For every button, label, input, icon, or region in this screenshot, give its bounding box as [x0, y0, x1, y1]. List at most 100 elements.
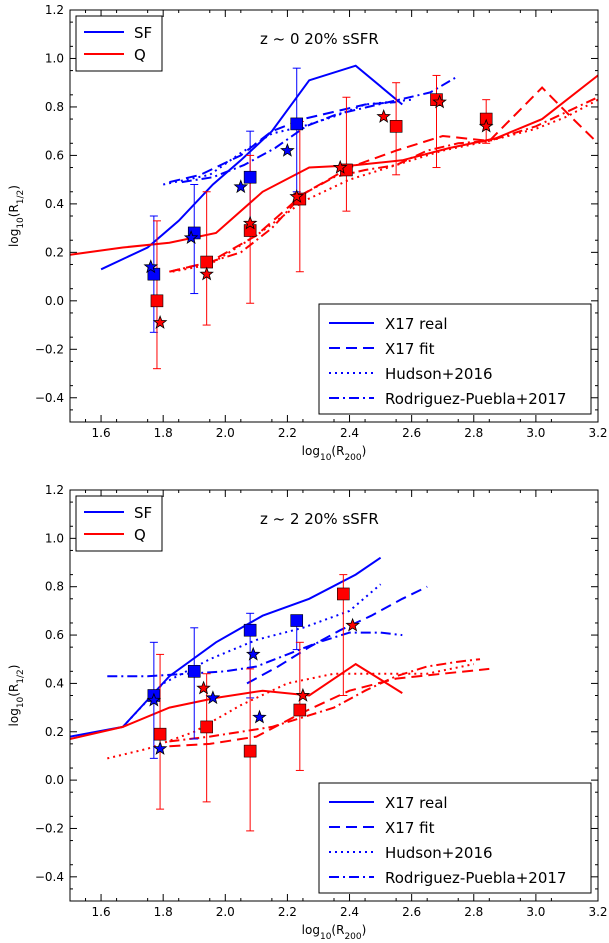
y-tick-label: 0.6 [45, 148, 64, 162]
data-point-star-sf [245, 646, 261, 661]
series-line-q-solid [70, 74, 598, 256]
legend-label-model: X17 real [385, 794, 448, 812]
x-tick-label: 2.0 [216, 426, 235, 440]
data-point-star-q [332, 159, 348, 174]
axes-frame [69, 9, 599, 423]
data-point-star-q [152, 314, 168, 329]
x-tick-label: 2.4 [340, 426, 359, 440]
data-point-square-q [200, 720, 213, 734]
y-tick-label: 0.4 [45, 676, 64, 690]
x-tick-label: 2.4 [340, 905, 359, 919]
legend-label-q: Q [134, 526, 146, 544]
x-tick-label: 1.8 [154, 905, 173, 919]
x-tick-label: 1.8 [154, 426, 173, 440]
data-point-star-sf [252, 709, 267, 724]
x-axis-label: log10(R200) [302, 923, 367, 942]
y-tick-label: 0.6 [45, 628, 64, 642]
data-point-square-sf [290, 117, 304, 131]
legend-label-model: Hudson+2016 [385, 365, 493, 383]
data-point-star-q [478, 118, 494, 133]
y-tick-label: 0.8 [45, 100, 64, 114]
x-tick-label: 3.2 [588, 426, 607, 440]
data-point-square-sf [243, 170, 257, 184]
y-tick-label: 0.0 [45, 773, 64, 787]
series-line-sf-dashdot [107, 631, 403, 678]
series-line-sf-dotted [162, 98, 412, 186]
data-point-star-sf [233, 179, 249, 194]
series-line-sf-solid [100, 64, 403, 271]
x-tick-label: 2.2 [278, 426, 297, 440]
legend-models: X17 real X17 fit Hudson+2016 Rodriguez-Pueb… [318, 782, 592, 894]
series-line-sf-solid [70, 556, 382, 738]
x-tick-label: 2.6 [402, 426, 421, 440]
y-tick-label: 0.2 [45, 725, 64, 739]
data-point-square-q [243, 744, 257, 758]
x-tick-label: 2.8 [464, 905, 483, 919]
x-tick-label: 3.0 [526, 905, 545, 919]
data-point-star-sf [146, 692, 162, 707]
data-point-star-q [432, 94, 447, 109]
x-tick-label: 2.2 [278, 905, 297, 919]
data-point-star-sf [152, 741, 168, 755]
data-point-square-q [200, 255, 213, 269]
y-tick-label: 0.2 [45, 245, 64, 259]
legend-label-q: Q [134, 46, 146, 64]
data-point-square-q [153, 727, 167, 741]
y-tick-label: 1.0 [45, 51, 64, 65]
x-tick-label: 2.8 [464, 426, 483, 440]
legend-label-model: Rodriguez-Puebla+2017 [385, 390, 566, 408]
data-point-square-q [337, 587, 350, 601]
data-point-star-sf [143, 259, 159, 274]
data-point-star-q [376, 108, 391, 123]
legend-label-model: X17 fit [385, 819, 435, 837]
data-point-star-q [242, 215, 258, 230]
legend-models: X17 real X17 fit Hudson+2016 Rodriguez-Pueb… [318, 303, 592, 415]
y-tick-label: −0.2 [35, 821, 64, 835]
y-tick-label: 0.4 [45, 197, 64, 211]
y-tick-label: 1.0 [45, 531, 64, 545]
axes-frame [69, 489, 599, 902]
data-point-star-sf [183, 230, 199, 245]
series-line-q-solid [70, 662, 403, 740]
x-tick-label: 2.6 [402, 905, 421, 919]
legend-label-model: X17 fit [385, 340, 435, 358]
data-point-star-q [196, 680, 211, 695]
data-point-star-q [289, 188, 304, 203]
data-point-square-sf [147, 267, 161, 281]
legend-label-model: Rodriguez-Puebla+2017 [385, 869, 566, 887]
panel-title: z ~ 0 20% sSFR [260, 30, 379, 48]
data-point-square-q [293, 703, 307, 717]
x-tick-label: 1.6 [92, 905, 111, 919]
data-point-star-sf [205, 690, 221, 705]
plot-area [70, 64, 598, 370]
data-point-square-sf [187, 665, 201, 678]
data-point-star-q [295, 687, 311, 702]
legend-sf-q: SF Q [75, 15, 163, 72]
panel-z0: 1.6 1.8 2.0 2.2 2.4 2.6 2.8 3.0 3.2 −0.4 −0.2 0.0 0.… [7, 3, 608, 463]
panel-z2: 1.6 1.8 2.0 2.2 2.4 2.6 2.8 3.0 3.2 −0.4 −0.2 0.0 0.… [7, 483, 608, 942]
series-line-sf-dashdot [181, 77, 456, 184]
panel-title: z ~ 2 20% sSFR [260, 510, 379, 528]
data-point-star-q [345, 617, 360, 632]
data-point-square-sf [290, 614, 304, 627]
y-axis-label: log10(R1/2) [7, 185, 26, 247]
series-line-q-dashdot [169, 96, 598, 273]
y-axis-label: log10(R1/2) [7, 665, 26, 727]
y-tick-label: −0.2 [35, 342, 64, 356]
y-tick-label: −0.4 [35, 870, 64, 884]
y-tick-label: −0.4 [35, 391, 64, 405]
x-tick-label: 3.2 [588, 905, 607, 919]
legend-label-model: X17 real [385, 315, 448, 333]
x-tick-label: 3.0 [526, 426, 545, 440]
y-tick-label: 1.2 [45, 3, 64, 17]
legend-box [75, 495, 163, 552]
y-tick-label: 0.8 [45, 580, 64, 594]
series-line-sf-dashed [169, 101, 397, 184]
x-axis-label: log10(R200) [302, 444, 367, 463]
legend-label-sf: SF [134, 504, 152, 522]
x-tick-label: 1.6 [92, 426, 111, 440]
plot-area [70, 556, 490, 832]
data-point-square-q [389, 120, 403, 133]
legend-label-sf: SF [134, 24, 152, 42]
